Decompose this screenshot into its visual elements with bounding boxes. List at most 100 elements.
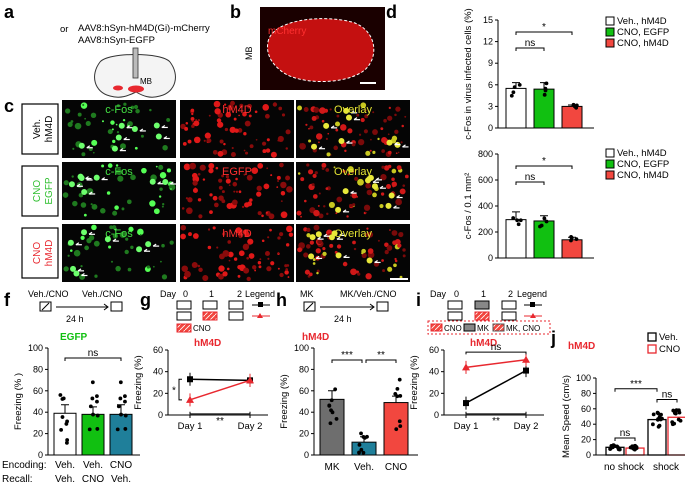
h-context-box-2 — [376, 301, 389, 312]
f-bar-2-dot — [119, 412, 123, 417]
h-y-tick-label: 60 — [299, 386, 309, 396]
e-bracket-ns-label: ns — [525, 172, 536, 183]
f-bar-2-dot — [118, 396, 123, 401]
h-x-tick-label-1: Veh. — [354, 462, 374, 473]
j-legend-label-0: Veh. — [659, 332, 678, 343]
f-y-tick-label: 0 — [38, 450, 43, 460]
i-bracket-ns-label: ns — [491, 342, 502, 353]
h-bar-0-dot — [327, 403, 332, 408]
h-bar-2-dot — [398, 394, 403, 398]
f-bar-1-dot — [90, 396, 95, 401]
g-bracket-cno-label: ** — [216, 416, 224, 427]
panel-letter-j: j — [550, 328, 556, 348]
e-legend-swatch-0 — [605, 148, 615, 158]
e-y-tick-label: 0 — [488, 253, 493, 263]
h-bracket-mk-veh — [331, 359, 363, 363]
i-series-marker-0 — [463, 400, 469, 407]
h-y-tick-label: 20 — [299, 429, 309, 439]
c-group-line2: EGFP — [44, 177, 55, 205]
f-sched-left: Veh./CNO — [28, 289, 69, 299]
h-bar-2-dot — [395, 387, 400, 391]
g-day-0: 0 — [183, 289, 188, 299]
f-bar-0 — [53, 412, 77, 456]
e-bar-0 — [505, 219, 527, 259]
panel-f-schedule: Veh./CNO Veh./CNO 24 h — [28, 289, 123, 324]
f-context-box-2 — [110, 301, 123, 312]
c-group-line2: hM4D — [44, 240, 55, 267]
c-image-r0-c0: c-Fos — [62, 100, 176, 158]
d-bar-1-dot — [543, 86, 548, 91]
f-encoding-label: Encoding: — [2, 460, 46, 471]
j-bar-1-0-dot — [651, 412, 656, 417]
d-y-label: c-Fos in virus infected cells (%) — [463, 8, 474, 139]
c-column-label: Overlay — [334, 104, 372, 116]
f-bar-0-dot — [65, 438, 70, 442]
d-bracket-sig — [515, 31, 573, 35]
f-encoding-value-1: Veh. — [83, 460, 103, 471]
i-box-a1 — [474, 300, 490, 310]
f-bar-0-dot — [65, 440, 69, 445]
c-row-label-2: CNO hM4D — [21, 227, 59, 279]
d-y-tick-label: 12 — [483, 37, 493, 47]
c-image-r0-c1: hM4D — [180, 100, 294, 158]
c-image-r1-c2: Overlay — [296, 162, 410, 220]
mb-side-label: MB — [244, 47, 254, 61]
f-shock-icon — [41, 302, 50, 311]
e-bar-0-dot — [516, 222, 521, 227]
h-bar-0 — [319, 398, 345, 456]
d-y-tick-label: 6 — [488, 80, 493, 90]
j-bracket-noshock-label: ns — [620, 428, 631, 439]
d-y-tick-label: 15 — [483, 15, 493, 25]
c-image-r2-c2: Overlay — [296, 224, 410, 282]
g-y-tick-label: 60 — [153, 345, 163, 355]
c-row-label-1: CNO EGFP — [21, 165, 59, 217]
f-bar-1-dot — [88, 404, 93, 409]
e-bar-2-dot — [569, 238, 573, 243]
h-bar-0-dot — [328, 421, 333, 426]
i-series-marker-1 — [462, 363, 470, 371]
j-bar-1-1-dot — [676, 417, 681, 422]
f-bar-1-dot — [90, 380, 95, 385]
h-x-tick-label-2: CNO — [385, 462, 407, 473]
h-bar-1-dot — [357, 442, 362, 447]
c-image-r2-c1: hM4D — [180, 224, 294, 282]
j-bar-0-0-dot — [609, 443, 614, 448]
j-bracket-shock — [656, 399, 678, 403]
i-key-cno-label: CNO — [444, 324, 462, 333]
j-bar-1-0-dot — [650, 422, 655, 427]
g-title: hM4D — [194, 338, 221, 349]
c-group-line1: Veh. — [32, 119, 43, 139]
j-bar-0-0-dot — [608, 447, 612, 451]
g-key-cno-label: CNO — [193, 324, 211, 333]
i-bracket-mk — [465, 411, 527, 415]
d-bar-0-dot — [512, 85, 517, 90]
e-y-tick-label: 600 — [478, 175, 493, 185]
h-bar-2-dot — [397, 419, 402, 424]
scale-bar-b — [360, 82, 376, 84]
panel-letter-h: h — [276, 290, 287, 310]
f-bar-0-dot — [64, 422, 69, 426]
or-label: or — [60, 24, 68, 35]
g-box-veh-1 — [202, 300, 218, 310]
mb-label: MB — [140, 77, 152, 86]
i-y-tick-label: 40 — [429, 367, 439, 377]
g-key-cno-box — [176, 323, 192, 333]
j-bar-1-0-dot — [656, 411, 661, 416]
d-legend-swatch-0 — [605, 16, 615, 26]
injection-needle — [132, 47, 139, 79]
i-legend-mk-marker — [530, 302, 535, 307]
j-bar-1-0 — [647, 418, 667, 456]
i-legend-mkcno-marker — [530, 313, 536, 318]
j-y-tick-label: 60 — [581, 404, 591, 414]
f-recall-value-0: Veh. — [55, 474, 75, 485]
h-bar-0-dot — [333, 387, 338, 392]
j-y-tick-label: 80 — [581, 388, 591, 398]
f-bar-0-dot — [60, 415, 65, 419]
f-bar-2-dot — [123, 394, 127, 399]
i-y-tick-label: 0 — [434, 410, 439, 420]
c-row-label-0: Veh. hM4D — [21, 103, 59, 155]
i-series-line-1 — [465, 359, 527, 369]
f-bar-1-dot — [95, 399, 99, 404]
d-y-tick-label: 0 — [488, 123, 493, 133]
